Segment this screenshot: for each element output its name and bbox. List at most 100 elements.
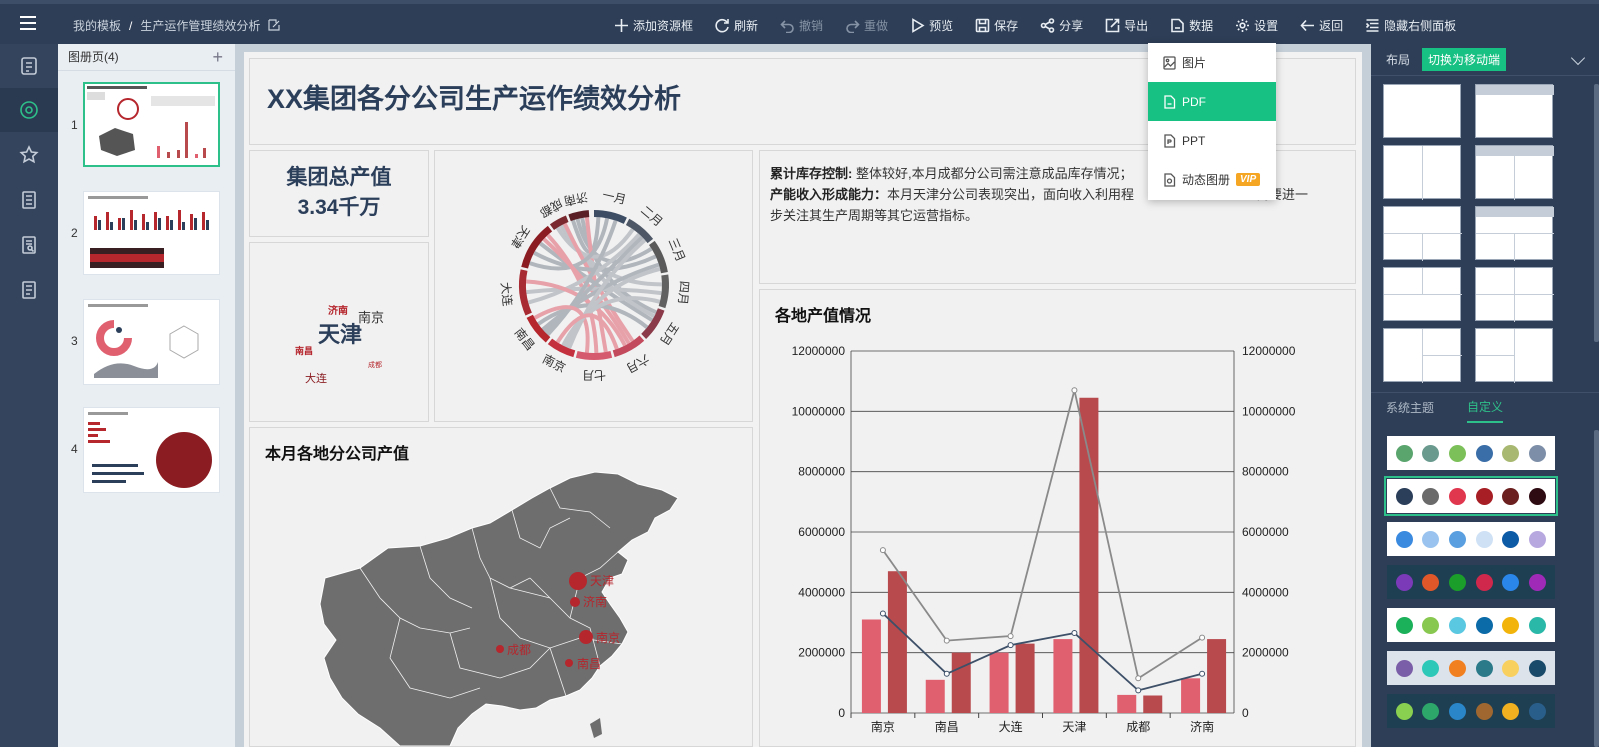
map-marker[interactable] xyxy=(579,630,593,644)
palette-scrollbar[interactable] xyxy=(1594,430,1599,747)
bar[interactable] xyxy=(1117,694,1137,713)
page-thumbnail-2[interactable] xyxy=(83,191,220,275)
bar[interactable] xyxy=(1053,639,1073,713)
toolbar-plus-button[interactable]: 添加资源框 xyxy=(614,17,693,34)
chord-chart-card[interactable]: 济南 成都 天津 大连 南昌 南京 一月 二月 三月 四月 五月 六月 七月 xyxy=(434,150,753,422)
wordcloud-card[interactable]: 天津 南京 济南 南昌 大连 成都 xyxy=(249,242,429,422)
line-point[interactable] xyxy=(1135,687,1142,694)
map-card[interactable]: 本月各地分公司产值 xyxy=(249,427,753,747)
line-point[interactable] xyxy=(1071,387,1078,394)
chevron-down-icon[interactable] xyxy=(1570,50,1586,66)
chord-segment-city[interactable] xyxy=(521,225,553,269)
bar[interactable] xyxy=(989,652,1009,713)
chord-segment-month[interactable] xyxy=(641,308,665,339)
layout-option[interactable] xyxy=(1383,267,1462,321)
tab-system-theme[interactable]: 系统主题 xyxy=(1386,401,1435,415)
toolbar-export-button[interactable]: 导出 xyxy=(1105,17,1148,34)
chord-segment-city[interactable] xyxy=(547,338,576,358)
layout-option[interactable] xyxy=(1383,145,1461,200)
line-point[interactable] xyxy=(879,610,886,617)
color-palette[interactable] xyxy=(1387,436,1555,470)
bar[interactable] xyxy=(1207,639,1227,713)
export-image-option[interactable]: 图片 xyxy=(1148,43,1276,82)
add-page-button[interactable]: + xyxy=(212,47,223,67)
toolbar-back-arrow-button[interactable]: 返回 xyxy=(1300,17,1343,34)
color-palette[interactable] xyxy=(1387,651,1555,685)
chord-segment-month[interactable] xyxy=(649,240,668,274)
chord-segment-city[interactable] xyxy=(549,215,569,230)
line-point[interactable] xyxy=(1071,630,1078,637)
bar[interactable] xyxy=(1079,397,1099,713)
toolbar-redo-button[interactable]: 重做 xyxy=(845,17,888,34)
bar[interactable] xyxy=(951,652,971,713)
export-dynamic-album-option[interactable]: 动态图册 VIP xyxy=(1148,160,1276,199)
switch-to-mobile-button[interactable]: 切换为移动端 xyxy=(1422,48,1507,71)
kpi-card[interactable]: 集团总产值 3.34千万 xyxy=(249,150,429,237)
nav-list-doc[interactable] xyxy=(0,268,58,312)
line-point[interactable] xyxy=(1007,642,1014,649)
layout-scrollbar[interactable] xyxy=(1594,84,1599,342)
chord-segment-month[interactable] xyxy=(625,218,654,244)
tab-custom-theme[interactable]: 自定义 xyxy=(1467,392,1504,423)
toolbar-save-button[interactable]: 保存 xyxy=(975,17,1018,34)
page-thumbnail-1[interactable] xyxy=(83,82,220,167)
line-point[interactable] xyxy=(1135,675,1142,682)
line-point[interactable] xyxy=(879,547,886,554)
layout-option[interactable] xyxy=(1475,328,1553,383)
bar[interactable] xyxy=(1015,643,1035,713)
chord-segment-month[interactable] xyxy=(658,274,669,309)
line-point[interactable] xyxy=(943,637,950,644)
layout-option[interactable] xyxy=(1475,206,1554,261)
bar[interactable] xyxy=(887,571,907,713)
color-palette[interactable] xyxy=(1387,565,1555,599)
toolbar-refresh-button[interactable]: 刷新 xyxy=(715,17,758,34)
nav-target[interactable] xyxy=(0,88,58,132)
nav-report[interactable] xyxy=(0,178,58,222)
layout-option[interactable] xyxy=(1475,145,1554,200)
line-point[interactable] xyxy=(1199,670,1206,677)
hamburger-menu-icon[interactable] xyxy=(20,16,36,30)
bar[interactable] xyxy=(861,619,881,713)
color-palette[interactable] xyxy=(1387,522,1555,556)
chord-segment-city[interactable] xyxy=(568,210,590,222)
toolbar-share-button[interactable]: 分享 xyxy=(1040,17,1083,34)
toolbar-data-button[interactable]: 数据 xyxy=(1170,17,1213,34)
chord-segment-city[interactable] xyxy=(519,269,532,316)
layout-option[interactable] xyxy=(1383,206,1462,261)
line-point[interactable] xyxy=(943,670,950,677)
bar[interactable] xyxy=(1181,678,1201,713)
edit-icon[interactable] xyxy=(268,19,280,31)
bar[interactable] xyxy=(1143,695,1163,713)
bar-chart-card[interactable]: 各地产值情况 12000000 12000000 10000000 10000000 8… xyxy=(759,289,1356,747)
color-palette[interactable] xyxy=(1384,476,1558,516)
layout-option[interactable] xyxy=(1383,328,1462,383)
line-point[interactable] xyxy=(1007,633,1014,640)
chord-segment-month[interactable] xyxy=(594,210,627,224)
toolbar-undo-button[interactable]: 撤销 xyxy=(780,17,823,34)
color-palette[interactable] xyxy=(1387,608,1555,642)
map-marker[interactable] xyxy=(496,645,504,653)
nav-document[interactable] xyxy=(0,44,58,88)
chord-segment-month[interactable] xyxy=(612,335,645,358)
layout-option[interactable] xyxy=(1383,84,1461,138)
nav-search-doc[interactable] xyxy=(0,223,58,267)
toolbar-gear-button[interactable]: 设置 xyxy=(1235,17,1278,34)
map-marker[interactable] xyxy=(570,597,580,607)
line-point[interactable] xyxy=(1199,634,1206,641)
page-thumbnail-4[interactable] xyxy=(83,407,220,493)
bar[interactable] xyxy=(925,679,945,713)
export-ppt-option[interactable]: PPT xyxy=(1148,121,1276,160)
layout-option[interactable] xyxy=(1475,267,1554,322)
map-marker[interactable] xyxy=(565,659,573,667)
toolbar-hide-panel-button[interactable]: 隐藏右侧面板 xyxy=(1365,17,1456,34)
breadcrumb-root[interactable]: 我的模板 xyxy=(73,19,122,33)
chord-segment-month[interactable] xyxy=(575,350,613,360)
layout-option[interactable] xyxy=(1475,84,1554,138)
map-marker[interactable] xyxy=(569,572,587,590)
nav-favorites[interactable] xyxy=(0,133,58,177)
toolbar-play-button[interactable]: 预览 xyxy=(910,17,953,34)
chord-segment-city[interactable] xyxy=(526,314,551,343)
page-thumbnail-3[interactable] xyxy=(83,299,220,385)
export-pdf-option[interactable]: PDF xyxy=(1148,82,1276,121)
color-palette[interactable] xyxy=(1387,694,1555,728)
